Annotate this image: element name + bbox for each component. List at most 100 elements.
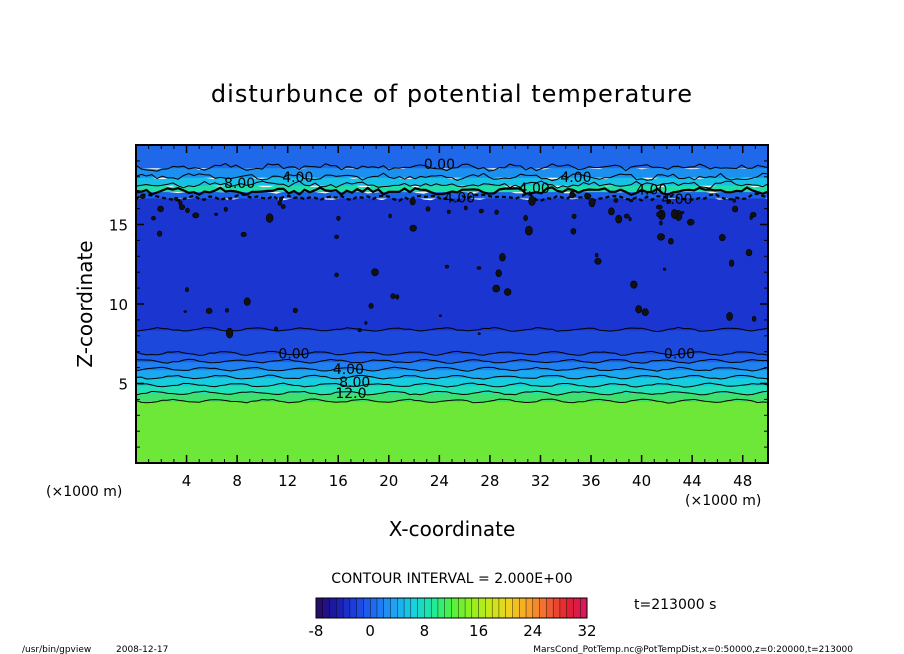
contour-blob xyxy=(504,288,512,296)
contour-label: 4.00 xyxy=(560,170,591,186)
colorbar-tick-label: 24 xyxy=(523,622,542,640)
contour-blob xyxy=(409,197,416,206)
contour-blob xyxy=(668,238,674,245)
contour-blob xyxy=(292,307,298,314)
contour-line xyxy=(136,350,768,356)
y-axis-ticks: 5 10 15 xyxy=(109,160,768,448)
x-axis-label: X-coordinate xyxy=(389,517,516,541)
contour-blob xyxy=(628,217,632,222)
colorbar-cell xyxy=(424,597,432,619)
colorbar-cell xyxy=(552,597,561,619)
chart-title: disturbunce of potential temperature xyxy=(211,80,693,108)
contour-blob xyxy=(728,259,735,267)
contour-label: 4.00 xyxy=(282,170,313,186)
contour-blob xyxy=(686,218,695,226)
contour-line xyxy=(136,366,768,372)
colorbar-tick-label: 32 xyxy=(577,622,596,640)
contour-blob xyxy=(185,287,190,293)
contour-lines xyxy=(136,162,768,404)
color-band xyxy=(136,360,768,371)
contour-blob xyxy=(528,195,536,206)
colorbar-tick-label: -8 xyxy=(309,622,324,640)
contour-blob xyxy=(751,315,757,322)
colorbar-cell xyxy=(512,597,520,619)
colorbar-tick-label: 8 xyxy=(420,622,430,640)
contour-line xyxy=(136,358,768,364)
contour-blob xyxy=(671,209,678,219)
colorbar-cell xyxy=(370,597,378,619)
contour-label: 4.00 xyxy=(519,181,550,197)
x-tick-label: 20 xyxy=(379,472,398,490)
contour-blob xyxy=(629,199,634,203)
y-axis-unit: (×1000 m) xyxy=(46,484,122,500)
contour-blob xyxy=(178,200,183,206)
contour-blob xyxy=(192,212,200,219)
contour-blob xyxy=(613,197,619,203)
contour-blob xyxy=(223,206,228,212)
contour-blob xyxy=(476,266,482,270)
colorbar-cell xyxy=(417,597,425,619)
colorbar-cell xyxy=(464,597,473,619)
contour-labels: 0.004.00 4.008.00 4.00 4.004.00 4.000.00 0.00… xyxy=(224,157,695,402)
contour-label: 4.00 xyxy=(636,183,667,199)
contour-blob xyxy=(446,209,451,214)
colorbar-cell xyxy=(430,597,439,619)
contour-blob xyxy=(243,297,251,306)
contour-blob xyxy=(749,215,753,220)
colorbar-cell xyxy=(342,597,351,619)
x-tick-label: 48 xyxy=(733,472,752,490)
contour-blob xyxy=(641,308,649,317)
contour-blob xyxy=(151,216,156,221)
contour-blob xyxy=(390,293,396,299)
contour-label: 0.00 xyxy=(278,346,309,362)
y-axis-label: Z-coordinate xyxy=(73,240,97,367)
x-tick-label: 12 xyxy=(278,472,297,490)
colorbar-cell xyxy=(437,597,446,619)
contour-label: 4.00 xyxy=(661,192,692,208)
contour-blob xyxy=(265,213,274,223)
colorbar-cell xyxy=(329,597,337,619)
contour-line xyxy=(136,390,768,396)
contour-blob xyxy=(425,206,431,212)
contour-blob xyxy=(357,328,362,333)
contour-blob xyxy=(584,192,592,199)
plot-area: 0.004.00 4.008.00 4.00 4.004.00 4.000.00 0.00… xyxy=(136,145,768,463)
contour-line xyxy=(136,382,768,388)
color-band xyxy=(136,328,768,355)
x-tick-label: 24 xyxy=(430,472,449,490)
contour-line xyxy=(136,326,768,333)
colorbar-cell xyxy=(451,597,459,619)
contour-blob xyxy=(594,253,599,258)
contour-blob xyxy=(656,211,663,218)
contour-blob xyxy=(525,225,533,236)
contour-blob xyxy=(444,264,450,269)
contour-blob xyxy=(280,204,286,209)
contour-blob xyxy=(477,332,481,336)
contour-label: 4.00 xyxy=(333,362,364,378)
contour-blob xyxy=(570,228,577,235)
contour-blob xyxy=(226,327,234,339)
contour-blob xyxy=(594,257,602,265)
contour-blob xyxy=(214,212,219,216)
contour-blob xyxy=(494,209,499,215)
colorbar-cell xyxy=(390,597,398,619)
colorbar-cell xyxy=(559,597,568,619)
color-bands xyxy=(136,145,768,463)
contour-blob xyxy=(623,213,630,219)
colorbar-cell xyxy=(336,597,344,619)
contour-blob xyxy=(157,230,163,237)
contour-label: 8.00 xyxy=(224,176,255,192)
contour-interval-text: CONTOUR INTERVAL = 2.000E+00 xyxy=(331,571,572,587)
contour-blob xyxy=(635,305,643,314)
colorbar-cell xyxy=(315,597,324,619)
footer-date: 2008-12-17 xyxy=(116,645,168,654)
x-tick-label: 28 xyxy=(480,472,499,490)
colorbar-cell xyxy=(363,597,371,619)
color-band xyxy=(136,194,768,331)
contour-label: 12.0 xyxy=(335,386,366,402)
contour-blob xyxy=(336,215,341,221)
contour-blob xyxy=(388,213,392,219)
colorbar-cell xyxy=(566,597,574,619)
x-axis-ticks: 4 8 12 16 20 24 28 32 36 40 44 48 xyxy=(148,145,756,490)
colorbar-cell xyxy=(573,597,581,619)
